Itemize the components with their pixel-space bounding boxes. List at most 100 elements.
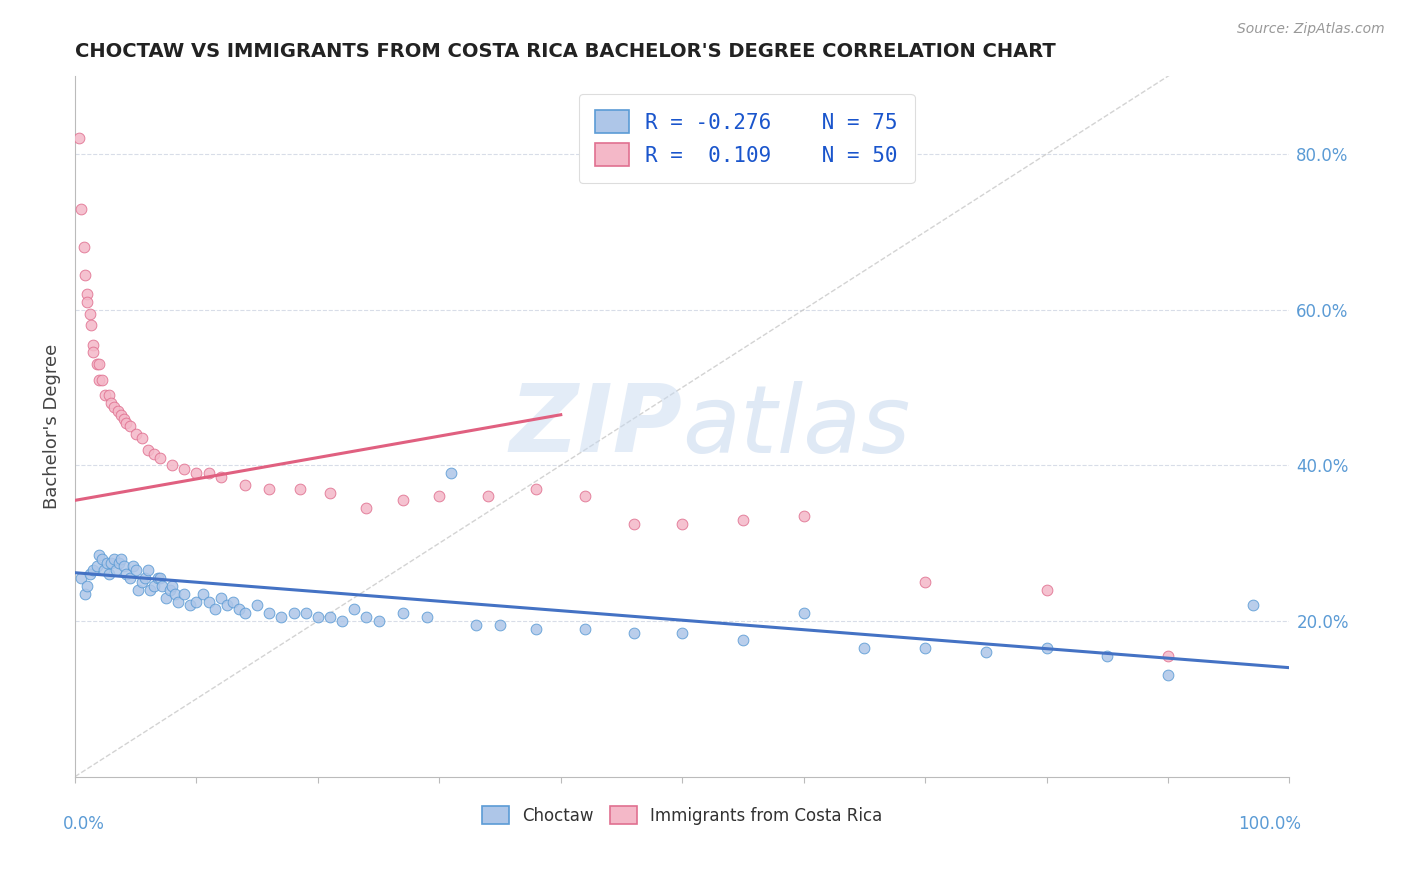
Point [122, 559, 145, 574]
Point [209, 470, 232, 484]
Point [149, 450, 172, 465]
Point [115, 567, 138, 582]
Point [73, 268, 96, 282]
Point [228, 602, 250, 616]
Point [914, 641, 936, 656]
Point [105, 563, 128, 577]
Point [73, 587, 96, 601]
Point [186, 466, 208, 480]
Point [671, 625, 693, 640]
Point [974, 645, 997, 659]
Point [1241, 599, 1264, 613]
Point [136, 563, 159, 577]
Point [233, 606, 256, 620]
Point [136, 442, 159, 457]
Point [197, 594, 219, 608]
Point [98, 388, 121, 402]
Point [319, 485, 342, 500]
Point [89, 373, 111, 387]
Point [100, 396, 122, 410]
Point [307, 610, 329, 624]
Point [209, 591, 232, 605]
Point [489, 618, 512, 632]
Point [152, 579, 174, 593]
Point [112, 411, 135, 425]
Point [163, 587, 186, 601]
Point [270, 610, 292, 624]
Point [191, 587, 214, 601]
Point [173, 587, 195, 601]
Point [125, 563, 148, 577]
Point [90, 373, 112, 387]
Point [233, 477, 256, 491]
Point [127, 582, 149, 597]
Point [440, 466, 463, 480]
Point [427, 490, 450, 504]
Point [367, 614, 389, 628]
Text: 0.0%: 0.0% [63, 815, 104, 833]
Point [356, 610, 378, 624]
Point [526, 482, 548, 496]
Point [146, 571, 169, 585]
Point [259, 606, 281, 620]
Point [98, 567, 121, 582]
Text: CHOCTAW VS IMMIGRANTS FROM COSTA RICA BACHELOR'S DEGREE CORRELATION CHART: CHOCTAW VS IMMIGRANTS FROM COSTA RICA BA… [75, 42, 1056, 61]
Point [793, 606, 815, 620]
Point [222, 594, 245, 608]
Point [89, 548, 111, 562]
Point [70, 571, 93, 585]
Point [159, 582, 181, 597]
Point [1157, 648, 1180, 663]
Point [160, 458, 183, 473]
Point [112, 559, 135, 574]
Point [330, 614, 353, 628]
Point [319, 610, 342, 624]
Point [134, 571, 156, 585]
Point [79, 567, 101, 582]
Point [82, 337, 104, 351]
Point [100, 556, 122, 570]
Point [139, 582, 162, 597]
Point [80, 318, 103, 333]
Point [86, 559, 108, 574]
Point [197, 466, 219, 480]
Point [79, 307, 101, 321]
Point [464, 618, 486, 632]
Point [110, 408, 132, 422]
Point [94, 388, 117, 402]
Point [179, 599, 201, 613]
Point [173, 462, 195, 476]
Point [259, 482, 281, 496]
Point [76, 579, 98, 593]
Point [103, 551, 125, 566]
Point [160, 579, 183, 593]
Point [356, 501, 378, 516]
Text: 100.0%: 100.0% [1239, 815, 1302, 833]
Point [89, 357, 111, 371]
Point [731, 513, 754, 527]
Point [793, 508, 815, 523]
Point [103, 400, 125, 414]
Point [149, 571, 172, 585]
Point [118, 571, 141, 585]
Point [215, 599, 238, 613]
Point [142, 579, 165, 593]
Point [82, 563, 104, 577]
Point [574, 490, 596, 504]
Point [623, 625, 645, 640]
Point [93, 563, 115, 577]
Point [477, 490, 499, 504]
Point [67, 131, 90, 145]
Point [186, 594, 208, 608]
Point [76, 287, 98, 301]
Point [142, 447, 165, 461]
Point [118, 419, 141, 434]
Point [70, 202, 93, 216]
Point [90, 551, 112, 566]
Point [125, 427, 148, 442]
Point [246, 599, 269, 613]
Point [623, 516, 645, 531]
Point [76, 294, 98, 309]
Point [914, 575, 936, 590]
Point [392, 493, 415, 508]
